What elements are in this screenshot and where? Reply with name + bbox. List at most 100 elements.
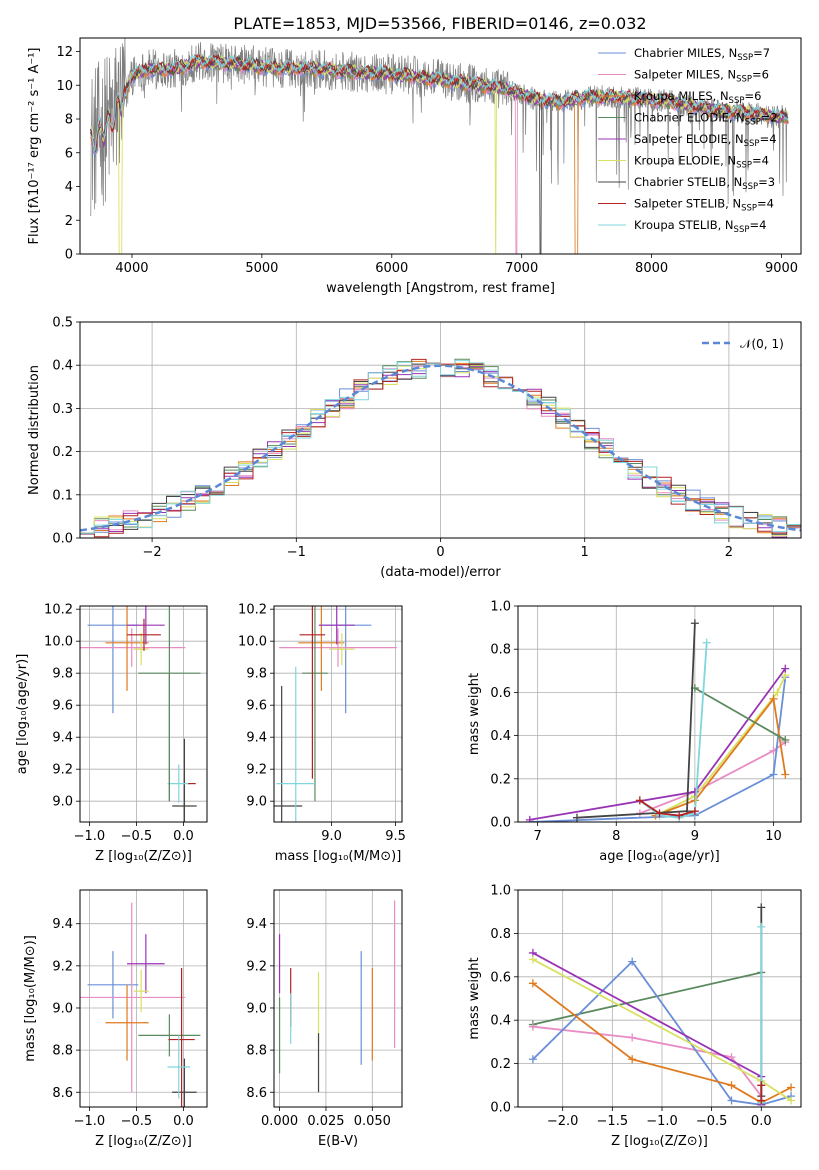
weight-marker [781, 664, 790, 673]
legend-entry-subscript: SSP [736, 161, 752, 171]
x-tick-label: 2 [725, 545, 733, 560]
legend-entry-value: =7 [753, 46, 770, 60]
panel-weight_vs_age: 7 8 9 10 0.0 0.2 0.4 0.6 0.8 1.0 age [log₁₀(age/yr… [467, 600, 802, 864]
x-tick-label: 8 [612, 829, 620, 844]
weight-marker [628, 1033, 637, 1042]
weight-marker [628, 1055, 637, 1064]
axes-frame [273, 889, 403, 1108]
errorbar-kroupa-stelib [167, 1035, 191, 1099]
x-axis-label: (data-model)/error [380, 565, 501, 580]
y-tick-label: 9.0 [246, 795, 267, 810]
y-tick-label: 0.0 [52, 532, 73, 547]
x-axis-label: Z [log₁₀(Z/Z⊙)] [95, 1134, 192, 1149]
legend-entry-subscript: SSP [729, 96, 745, 106]
y-tick-label: 9.2 [246, 959, 267, 974]
weight-marker [702, 638, 711, 647]
plot-area [80, 606, 201, 822]
plot-area [89, 38, 789, 254]
panel-spectrum: 4000 5000 6000 7000 8000 9000 0 2 4 6 8 10 12 wavelen… [27, 37, 802, 296]
y-axis-label: mass [log₁₀(M/M⊙)] [23, 935, 38, 1062]
weight-marker [525, 815, 534, 822]
y-tick-label: 10.2 [44, 603, 73, 618]
y-tick-label: 2 [65, 214, 73, 229]
figure-title: PLATE=1853, MJD=53566, FIBERID=0146, z=0… [233, 14, 646, 33]
errorbar-chabrier-miles [87, 951, 139, 1019]
legend-entry-subscript: SSP [741, 204, 757, 214]
x-tick-label: 10 [765, 829, 782, 844]
weight-marker [787, 1083, 796, 1092]
y-tick-label: 0.2 [490, 1057, 511, 1072]
legend-entry-value: =3 [758, 175, 775, 189]
model-chabrier-stelib [89, 53, 789, 254]
y-tick-label: 9.4 [246, 917, 267, 932]
model-kroupa-stelib [89, 53, 789, 153]
normal-curve [80, 364, 801, 532]
x-axis-label: E(B-V) [318, 1134, 358, 1149]
errorbar-kroupa-stelib [276, 666, 315, 822]
y-tick-label: 8.8 [52, 1044, 73, 1059]
y-tick-label: 0.2 [52, 445, 73, 460]
y-axis-label: Normed distribution [27, 365, 42, 495]
y-tick-label: 8.6 [246, 1086, 267, 1101]
y-tick-label: 9.2 [246, 763, 267, 778]
plot-area [80, 358, 801, 538]
x-tick-label: −0.5 [121, 829, 153, 844]
weight-marker [787, 1096, 796, 1105]
legend-entry-subscript: SSP [737, 53, 753, 63]
y-tick-label: 9.4 [52, 917, 73, 932]
panel-age_vs_mass: 9.0 9.5 9.0 9.2 9.4 9.6 9.8 10.0 10.2 mass [log₁₀… [238, 603, 406, 864]
x-tick-label: 7 [534, 829, 542, 844]
x-tick-label: 7000 [505, 261, 538, 276]
y-tick-label: 9.8 [52, 667, 73, 682]
y-tick-label: 10.0 [238, 635, 267, 650]
x-tick-label: 9 [691, 829, 699, 844]
x-axis-label: Z [log₁₀(Z/Z⊙)] [611, 1134, 708, 1149]
x-axis-label: age [log₁₀(age/yr)] [599, 849, 720, 864]
y-tick-label: 0.1 [52, 488, 73, 503]
legend-entry-subscript: SSP [745, 118, 761, 128]
legend-entry: Salpeter ELODIE, NSSP=4 [634, 132, 777, 149]
x-tick-label: 0.025 [307, 1114, 344, 1129]
axes-frame [79, 605, 208, 823]
panel-residuals: −2 −1 0 1 2 0.0 0.1 0.2 0.3 0.4 0.5 (data-model)/er… [27, 316, 802, 580]
x-tick-label: 6000 [375, 261, 408, 276]
x-tick-label: 0 [436, 545, 444, 560]
legend-entry: Kroupa ELODIE, NSSP=4 [634, 154, 769, 171]
legend-entry-subscript: SSP [736, 75, 752, 85]
weight-marker [628, 957, 637, 966]
axes-frame [273, 605, 403, 823]
weight-marker [690, 787, 699, 796]
y-tick-label: 10 [56, 79, 73, 94]
y-tick-label: 0.0 [490, 1101, 511, 1116]
x-tick-label: 9.5 [385, 829, 406, 844]
panel-mass_vs_Z: −1.0 −0.5 0.0 8.6 8.8 9.0 9.2 9.4 Z [log₁₀(Z/Z⊙)… [23, 889, 208, 1149]
legend: Chabrier MILES, NSSP=7 Salpeter MILES, NS… [598, 46, 778, 235]
weight-marker [528, 979, 537, 988]
y-tick-label: 0.6 [490, 970, 511, 985]
y-tick-label: 9.0 [52, 1001, 73, 1016]
legend-entry-value: =2 [761, 111, 778, 125]
legend-entry-value: =4 [760, 132, 777, 146]
y-tick-label: 8.8 [246, 1044, 267, 1059]
weight-marker [635, 796, 644, 805]
weight-line [639, 741, 786, 815]
legend-entry: Chabrier ELODIE, NSSP=2 [634, 111, 778, 128]
x-tick-label: −1.0 [74, 829, 106, 844]
errorbar-salpeter-miles [80, 902, 186, 1093]
y-axis-label: mass weight [467, 957, 482, 1039]
x-axis-label: wavelength [Angstrom, rest frame] [326, 281, 555, 296]
y-tick-label: 0.0 [490, 816, 511, 831]
x-tick-label: 4000 [115, 261, 148, 276]
weight-marker [727, 1081, 736, 1090]
y-tick-label: 9.4 [52, 731, 73, 746]
y-tick-label: 8 [65, 113, 73, 128]
errorbar-salpeter-elodie [127, 606, 165, 645]
weight-marker [757, 922, 766, 931]
weight-series-salpeter-elodie [525, 664, 790, 822]
legend-entry-subscript: SSP [734, 225, 750, 235]
x-axis-label: Z [log₁₀(Z/Z⊙)] [95, 849, 192, 864]
x-tick-label: −1 [287, 545, 306, 560]
errorbar-chabrier-elodie [302, 606, 328, 802]
y-tick-label: 9.4 [246, 731, 267, 746]
weight-marker [675, 811, 684, 820]
